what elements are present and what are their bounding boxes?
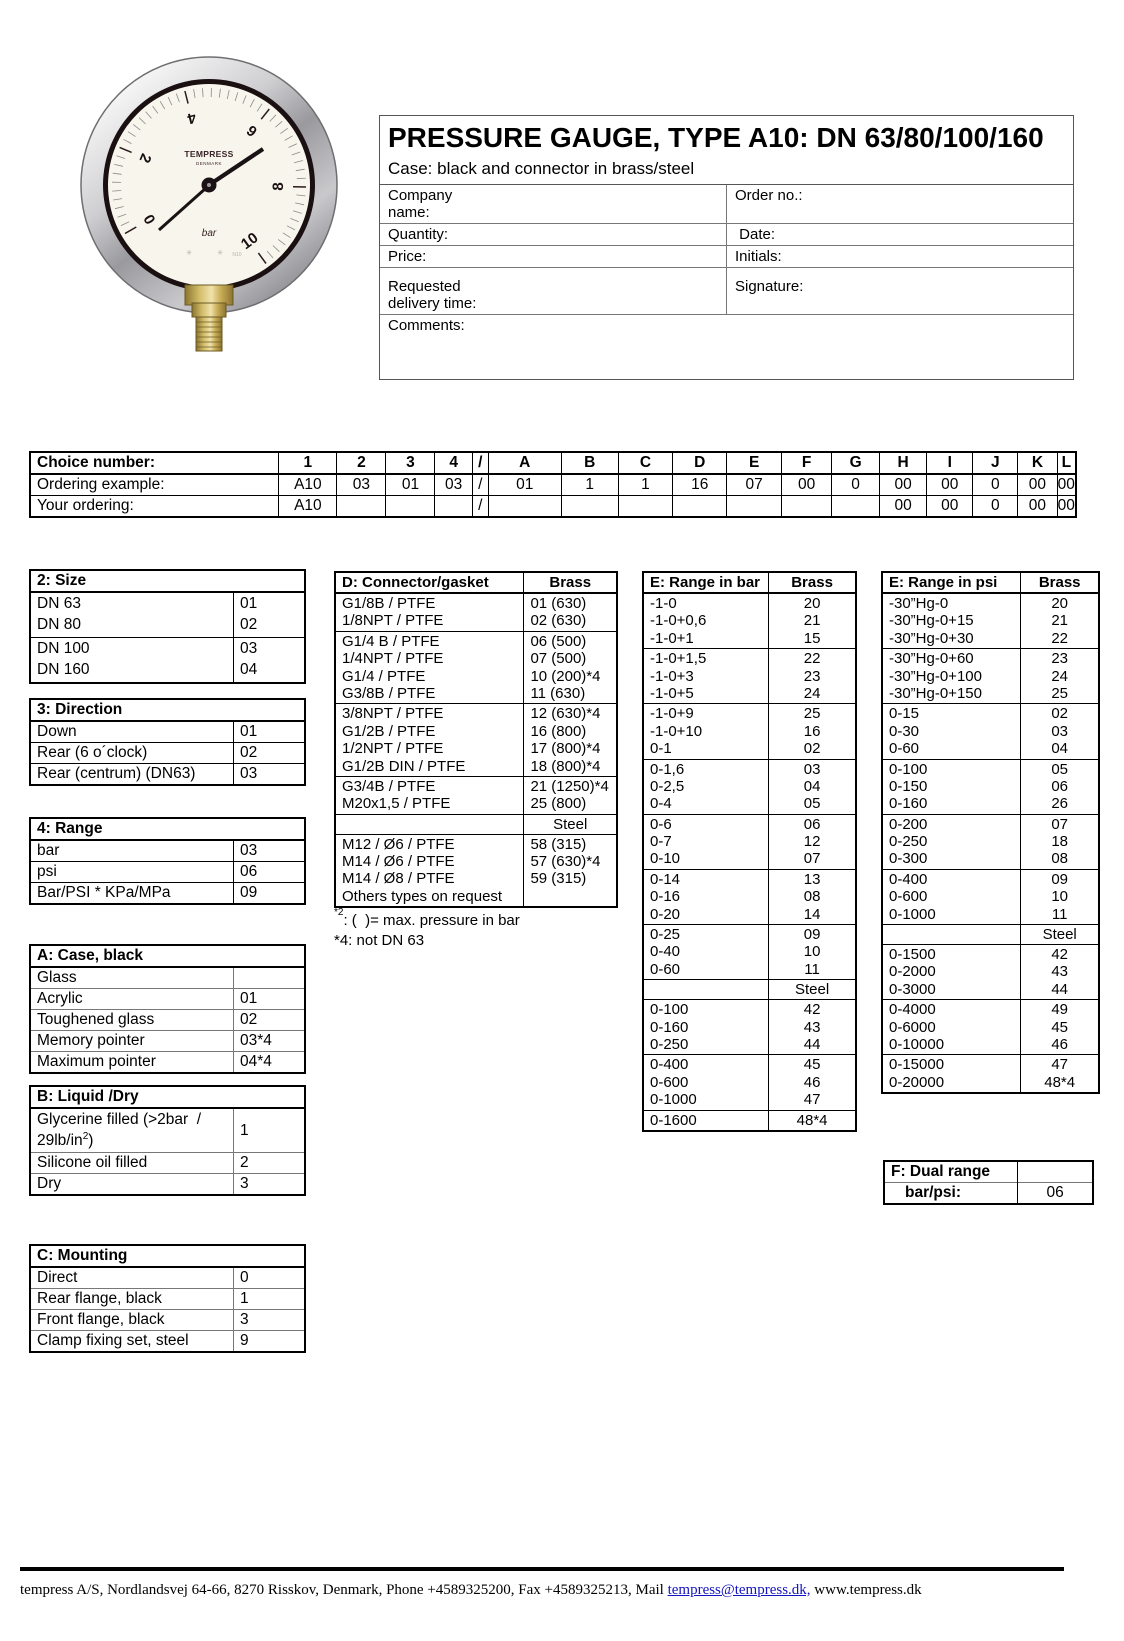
svg-text:bar: bar	[202, 228, 217, 239]
svg-text:✳: ✳	[186, 249, 192, 257]
svg-text:TEMPRESS: TEMPRESS	[184, 149, 233, 159]
svg-text:DENMARK: DENMARK	[196, 161, 222, 166]
svg-text:✳: ✳	[217, 249, 223, 257]
svg-text:N10: N10	[232, 252, 241, 258]
svg-text:8: 8	[270, 182, 287, 191]
